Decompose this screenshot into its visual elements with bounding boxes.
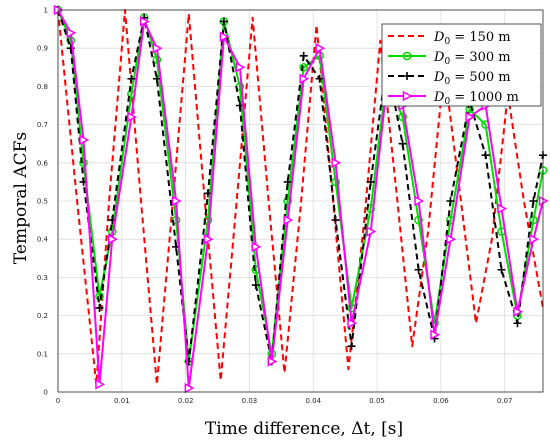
x-tick-label: 0.05 (369, 397, 385, 405)
data-point-plus (219, 17, 228, 26)
data-point-triangle (107, 233, 118, 245)
data-point-circle (331, 177, 340, 187)
data-point-triangle (152, 42, 163, 54)
data-point-plus (283, 177, 292, 186)
data-point-triangle (95, 379, 106, 390)
data-point-plus (446, 197, 455, 205)
series-1 (57, 9, 544, 386)
x-tick-label: 0.03 (242, 397, 258, 405)
data-point-circle (283, 196, 293, 206)
data-point-circle (398, 112, 407, 122)
series-line (57, 9, 544, 386)
data-point-circle (529, 215, 538, 225)
legend-label: D0 = 500 m (433, 70, 511, 87)
x-tick-label: 0 (56, 397, 60, 405)
series-line (57, 9, 544, 363)
x-tick-label: 0.02 (178, 397, 194, 405)
data-point-triangle (139, 16, 150, 27)
y-tick-label: 0.7 (37, 121, 48, 129)
data-point-triangle (283, 214, 294, 226)
plot-frame (57, 9, 544, 393)
data-point-triangle (529, 233, 540, 245)
data-point-triangle (446, 233, 457, 245)
y-tick-label: 0.8 (37, 83, 48, 91)
data-point-plus (529, 197, 538, 205)
legend-entry-1: D0 = 150 m (388, 30, 511, 47)
x-tick-label: 0.07 (497, 397, 513, 405)
legend-entry-3: D0 = 500 m (388, 70, 511, 87)
data-point-plus (481, 151, 490, 160)
data-point-triangle (79, 134, 90, 146)
x-tick-label: 0.01 (114, 397, 130, 405)
data-point-triangle (219, 31, 230, 42)
data-point-triangle (513, 306, 524, 318)
data-point-plus (251, 281, 260, 290)
tick-labels: 0 0.01 0.02 0.03 0.04 0.05 0.06 0.07 0 0.1 0.2 0.3 0… (37, 7, 513, 406)
data-point-plus (299, 51, 308, 60)
y-tick-label: 0.2 (37, 312, 48, 320)
data-point-triangle (465, 111, 476, 123)
data-point-plus (95, 303, 104, 312)
data-point-plus (366, 177, 375, 186)
legend-entry-4: D0 = 1000 m (388, 90, 519, 107)
data-point-triangle (430, 329, 441, 340)
data-point-plus (127, 74, 136, 83)
data-point-triangle (414, 195, 425, 207)
data-point-plus (315, 74, 324, 83)
y-tick-label: 0.4 (37, 236, 49, 244)
legend-label: D0 = 300 m (433, 50, 511, 67)
y-tick-label: 0.3 (37, 274, 48, 282)
legend-box (381, 23, 542, 107)
x-tick-label: 0.06 (433, 397, 449, 405)
x-tick-label: 0.04 (305, 397, 321, 405)
data-point-triangle (184, 382, 195, 394)
y-tick-label: 0.6 (37, 159, 49, 167)
y-tick-label: 0.9 (37, 45, 48, 53)
data-point-triangle (203, 233, 214, 245)
data-point-plus (398, 139, 407, 148)
data-point-triangle (331, 157, 342, 169)
data-point-triangle (267, 356, 278, 367)
data-point-plus (513, 319, 522, 328)
data-point-triangle (66, 27, 77, 39)
legend-entry-2: D0 = 300 m (388, 50, 511, 67)
legend-label: D0 = 1000 m (433, 90, 519, 107)
y-tick-label: 0 (44, 389, 48, 397)
data-point-triangle (497, 203, 508, 214)
data-point-plus (403, 72, 411, 80)
data-point-circle (299, 62, 309, 72)
y-tick-label: 0.5 (37, 198, 48, 206)
y-axis-label: Temporal ACFs (11, 132, 31, 264)
y-tick-label: 1 (44, 7, 48, 15)
data-point-circle (402, 51, 412, 61)
data-point-plus (347, 342, 356, 351)
series-line (57, 9, 544, 363)
data-point-triangle (315, 42, 326, 54)
data-point-triangle (235, 62, 246, 73)
series-line (57, 9, 544, 390)
data-point-triangle (299, 73, 310, 85)
data-point-plus (331, 216, 340, 225)
y-tick-label: 0.1 (37, 350, 48, 358)
x-axis-label: Time difference, Δt, [s] (205, 419, 403, 439)
data-point-circle (79, 158, 88, 168)
data-point-plus (497, 265, 506, 274)
data-point-plus (152, 74, 161, 83)
data-point-triangle (347, 317, 358, 329)
data-point-triangle (251, 241, 262, 253)
legend-label: D0 = 150 m (433, 30, 511, 47)
legend: D0 = 150 m D0 = 300 m D0 = 500 m D0 = 1000 … (381, 23, 542, 107)
data-point-triangle (366, 226, 377, 237)
data-point-triangle (171, 195, 182, 207)
data-point-circle (414, 215, 423, 225)
data-point-triangle (127, 111, 137, 123)
axes-frame (57, 9, 544, 393)
data-point-triangle (402, 90, 413, 102)
data-point-plus (414, 265, 423, 274)
